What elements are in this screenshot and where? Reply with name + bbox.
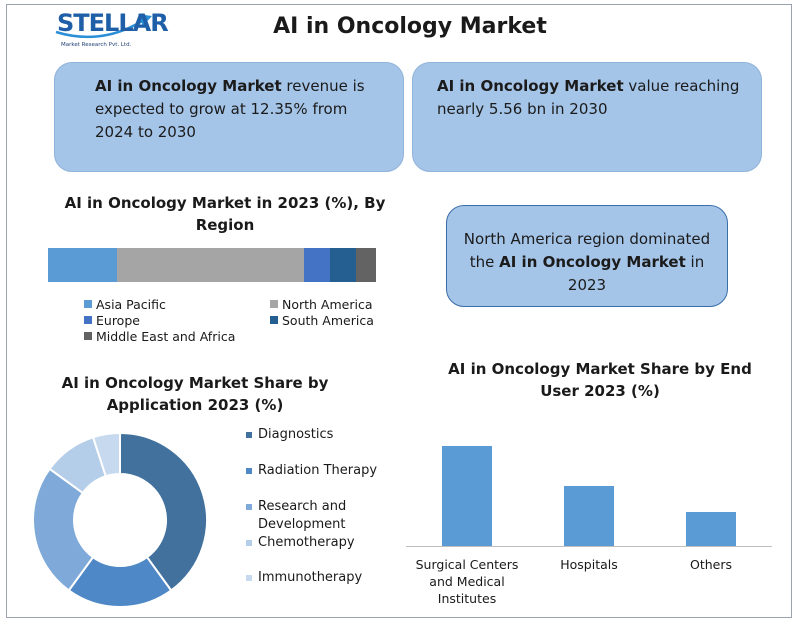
legend-label: Middle East and Africa (96, 329, 236, 344)
region-legend-south-america: South America (270, 313, 374, 328)
company-logo: STELLAR Market Research Pvt. Ltd. (52, 6, 169, 56)
region-segment-europe (303, 248, 331, 282)
enduser-bar-others (686, 512, 736, 546)
region-legend-middle-east-and-africa: Middle East and Africa (84, 329, 235, 344)
logo-wordmark: STELLAR (57, 9, 169, 37)
donut-slice-diagnostics (119, 431, 208, 592)
value-callout-bold: AI in Oncology Market (437, 77, 624, 95)
legend-swatch (246, 575, 252, 581)
legend-label: Research and Development (258, 499, 347, 532)
logo-swoosh (55, 14, 152, 39)
application-legend-chemotherapy: Chemotherapy (246, 534, 378, 552)
application-legend-immunotherapy: Immunotherapy (246, 569, 378, 587)
growth-callout: AI in Oncology Market revenue is expecte… (54, 62, 404, 172)
enduser-x-tick-hospitals: Hospitals (560, 557, 618, 572)
region-segment-north-america (116, 248, 304, 282)
legend-label: Europe (96, 313, 140, 328)
legend-swatch (84, 332, 92, 340)
legend-swatch (84, 300, 92, 308)
application-donut-chart (32, 431, 208, 608)
region-callout: North America region dominated the AI in… (446, 205, 728, 307)
legend-swatch (246, 432, 252, 438)
enduser-x-tick-surgical-centers-and-medical-institutes: Surgical Centers and Medical Institutes (415, 557, 519, 606)
legend-label: Immunotherapy (258, 570, 363, 585)
application-legend-radiation-therapy: Radiation Therapy (246, 462, 378, 480)
legend-label: North America (282, 297, 373, 312)
legend-label: Diagnostics (258, 427, 334, 442)
region-segment-middle-east-and-africa (356, 248, 376, 282)
region-callout-bold: AI in Oncology Market (499, 253, 686, 271)
legend-label: Chemotherapy (258, 535, 355, 550)
region-segment-asia-pacific (48, 248, 117, 282)
application-legend-research-and-development: Research and Development (246, 498, 378, 534)
legend-label: Asia Pacific (96, 297, 166, 312)
region-legend-europe: Europe (84, 313, 140, 328)
enduser-chart-title: AI in Oncology Market Share by End User … (448, 360, 752, 400)
donut-slice-immunotherapy (91, 431, 121, 478)
region-legend-asia-pacific: Asia Pacific (84, 297, 166, 312)
legend-label: Radiation Therapy (258, 463, 378, 478)
region-segment-south-america (330, 248, 357, 282)
logo-tagline: Market Research Pvt. Ltd. (61, 42, 132, 48)
legend-swatch (246, 504, 252, 510)
enduser-bar-chart (406, 446, 772, 547)
legend-swatch (246, 468, 252, 474)
legend-swatch (270, 300, 278, 308)
enduser-x-tick-others: Others (689, 557, 732, 572)
region-stacked-bar (48, 248, 376, 282)
donut-slice-research-and-development (32, 467, 95, 592)
region-legend-north-america: North America (270, 297, 373, 312)
region-callout-pre: North America region dominated the (463, 230, 711, 271)
legend-swatch (270, 316, 278, 324)
application-legend-diagnostics: Diagnostics (246, 426, 378, 444)
enduser-bar-surgical-centers-and-medical-institutes (442, 446, 492, 546)
legend-label: South America (282, 313, 374, 328)
page-title: AI in Oncology Market (273, 14, 547, 39)
application-chart-title: AI in Oncology Market Share by Applicati… (61, 374, 329, 414)
legend-swatch (246, 540, 252, 546)
growth-callout-bold: AI in Oncology Market (95, 77, 282, 95)
value-callout-text: value reaching nearly 5.56 bn in 2030 (437, 77, 740, 118)
legend-swatch (84, 316, 92, 324)
region-callout-post: in 2023 (567, 253, 705, 294)
region-chart-title: AI in Oncology Market in 2023 (%), By Re… (64, 194, 386, 234)
infographic-frame (6, 4, 792, 618)
growth-callout-text: revenue is expected to grow at 12.35% fr… (95, 77, 365, 141)
value-callout: AI in Oncology Market value reaching nea… (412, 62, 762, 172)
enduser-bar-hospitals (564, 486, 614, 546)
